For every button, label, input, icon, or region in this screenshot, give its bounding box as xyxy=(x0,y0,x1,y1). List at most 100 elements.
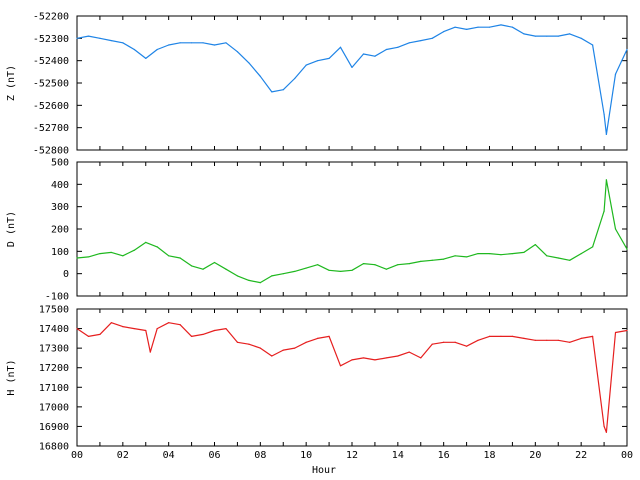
data-point xyxy=(305,64,307,66)
data-point xyxy=(339,270,342,273)
y-tick-label: -100 xyxy=(45,292,69,303)
x-tick-label: 06 xyxy=(208,450,220,461)
y-axis-label: H (nT) xyxy=(6,359,17,395)
data-point xyxy=(569,341,571,343)
x-tick-label: 10 xyxy=(300,450,312,461)
data-point xyxy=(248,279,250,281)
data-point xyxy=(145,329,147,332)
data-point xyxy=(488,26,491,28)
data-point xyxy=(351,66,353,68)
data-point xyxy=(477,26,479,28)
data-point xyxy=(122,255,124,257)
y-tick-label: -52200 xyxy=(33,12,69,23)
data-point xyxy=(477,339,479,341)
x-tick-label: 22 xyxy=(575,450,587,461)
y-tick-label: -52600 xyxy=(33,101,69,112)
y-tick-label: -52400 xyxy=(33,56,69,67)
data-point xyxy=(259,347,261,349)
data-point xyxy=(149,351,151,353)
plot-frame xyxy=(76,161,628,297)
data-point xyxy=(133,327,135,330)
data-point xyxy=(614,73,617,75)
data-point xyxy=(397,355,399,357)
data-point xyxy=(592,246,594,248)
data-point xyxy=(362,357,365,359)
data-point xyxy=(202,268,204,270)
data-point xyxy=(156,246,158,248)
data-point xyxy=(523,337,525,339)
data-point xyxy=(271,275,273,277)
x-tick-label: 00 xyxy=(621,450,633,461)
y-tick-label: 16900 xyxy=(39,422,69,433)
data-point xyxy=(523,33,525,35)
y-axis-label: Z (nT) xyxy=(6,65,17,101)
data-point xyxy=(488,335,491,337)
series-line xyxy=(76,179,628,284)
data-point xyxy=(546,35,548,37)
data-point xyxy=(385,357,387,359)
data-point xyxy=(76,327,78,330)
data-point xyxy=(248,343,250,345)
data-point xyxy=(362,53,365,55)
data-point xyxy=(477,252,479,255)
y-tick-label: 300 xyxy=(51,202,69,213)
series-line xyxy=(76,322,628,433)
y-tick-label: 500 xyxy=(51,158,69,169)
data-point xyxy=(202,42,204,44)
data-point xyxy=(317,337,319,339)
y-tick-label: 0 xyxy=(63,269,69,280)
data-point xyxy=(605,133,607,135)
data-point xyxy=(443,341,445,343)
data-point xyxy=(443,258,445,260)
data-point xyxy=(557,257,559,259)
data-point xyxy=(603,425,605,428)
data-point xyxy=(569,259,571,261)
x-tick-label: 04 xyxy=(163,450,175,461)
data-point xyxy=(580,37,582,39)
data-point xyxy=(339,46,342,48)
data-point xyxy=(500,24,502,26)
data-point xyxy=(99,333,101,336)
data-point xyxy=(122,326,124,328)
data-point xyxy=(557,339,559,341)
data-point xyxy=(317,264,319,266)
x-tick-label: 20 xyxy=(529,450,541,461)
data-point xyxy=(87,256,90,258)
data-point xyxy=(465,345,468,347)
data-point xyxy=(156,327,158,330)
data-point xyxy=(534,35,536,37)
y-tick-label: -52700 xyxy=(33,123,69,134)
data-point xyxy=(248,62,250,64)
data-point xyxy=(385,268,387,270)
data-point xyxy=(317,60,319,62)
data-point xyxy=(569,33,571,35)
data-point xyxy=(443,31,445,33)
data-point xyxy=(592,44,594,46)
y-tick-label: 17400 xyxy=(39,324,69,335)
data-point xyxy=(225,327,227,330)
data-point xyxy=(145,241,147,243)
data-point xyxy=(328,335,330,337)
data-point xyxy=(592,335,594,337)
data-point xyxy=(76,37,78,39)
data-point xyxy=(328,57,330,60)
panel-3: 17500 17400 17300 17200 17100 17000 16900 16800… xyxy=(6,305,633,477)
data-point xyxy=(282,89,284,91)
data-point xyxy=(213,44,216,46)
x-tick-label: 16 xyxy=(438,450,450,461)
data-point xyxy=(626,329,628,332)
panel-1: -52200 -52300 -52400 -52500 -52600 -52700 -528… xyxy=(6,12,628,157)
data-point xyxy=(282,349,284,351)
data-point xyxy=(534,244,536,246)
data-point xyxy=(294,77,296,80)
data-point xyxy=(145,57,147,60)
data-point xyxy=(397,264,399,266)
data-point xyxy=(408,263,410,265)
plot-frame xyxy=(76,308,628,447)
data-point xyxy=(87,35,90,37)
series-line xyxy=(76,24,628,135)
x-tick-label: 18 xyxy=(483,450,495,461)
data-point xyxy=(110,251,112,254)
data-point xyxy=(420,260,422,262)
